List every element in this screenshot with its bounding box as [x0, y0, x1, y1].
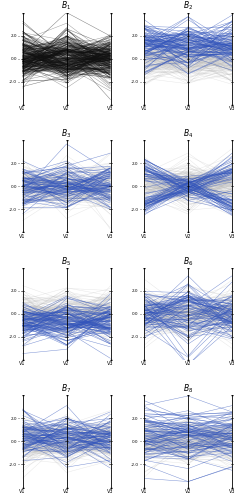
Title: $B_1$: $B_1$: [61, 0, 72, 12]
Title: $B_6$: $B_6$: [183, 255, 193, 268]
Title: $B_8$: $B_8$: [183, 382, 193, 395]
Title: $B_7$: $B_7$: [61, 382, 72, 395]
Title: $B_5$: $B_5$: [61, 255, 72, 268]
Title: $B_2$: $B_2$: [183, 0, 193, 12]
Title: $B_4$: $B_4$: [183, 128, 193, 140]
Title: $B_3$: $B_3$: [61, 128, 72, 140]
